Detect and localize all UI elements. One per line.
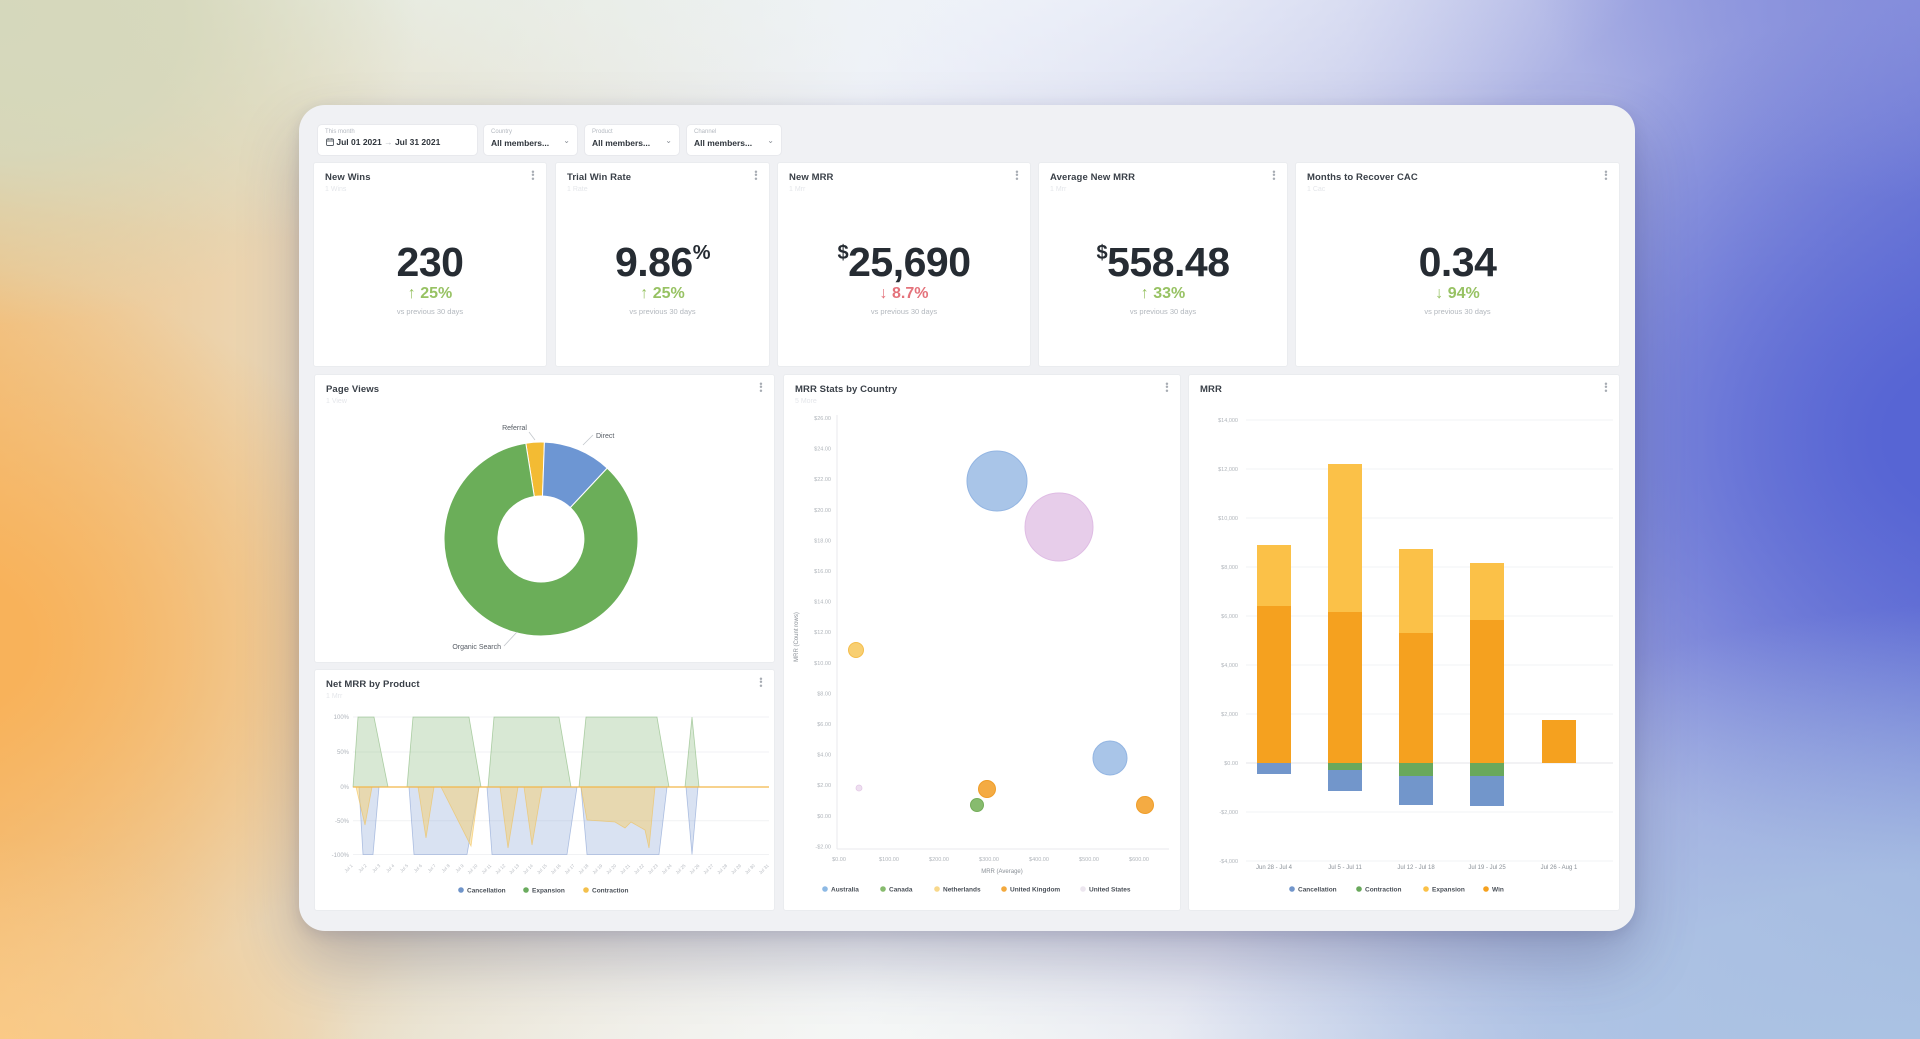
svg-text:$600.00: $600.00 — [1129, 857, 1149, 863]
svg-text:Jul 22: Jul 22 — [633, 863, 645, 875]
svg-text:-50%: -50% — [335, 819, 350, 825]
svg-text:$200.00: $200.00 — [929, 857, 949, 863]
svg-text:Jul 1: Jul 1 — [343, 863, 354, 874]
svg-text:$24.00: $24.00 — [814, 447, 831, 453]
svg-text:Jul 30: Jul 30 — [744, 863, 756, 875]
svg-text:Jul 28: Jul 28 — [716, 863, 728, 875]
svg-text:$0.00: $0.00 — [1224, 761, 1238, 767]
svg-text:$4.00: $4.00 — [817, 753, 831, 759]
svg-text:Jul 19 - Jul 25: Jul 19 - Jul 25 — [1468, 865, 1506, 871]
svg-text:Jul 5 - Jul 11: Jul 5 - Jul 11 — [1328, 865, 1362, 871]
svg-text:$8.00: $8.00 — [817, 691, 831, 697]
svg-text:$6,000: $6,000 — [1221, 614, 1238, 620]
svg-text:United Kingdom: United Kingdom — [1010, 887, 1060, 894]
svg-text:100%: 100% — [334, 715, 350, 721]
svg-text:MRR (Count rows): MRR (Count rows) — [794, 612, 800, 662]
svg-text:Expansion: Expansion — [1432, 887, 1465, 894]
svg-text:-$4,000: -$4,000 — [1219, 859, 1238, 865]
svg-text:$2,000: $2,000 — [1221, 712, 1238, 718]
svg-text:Jul 8: Jul 8 — [441, 863, 452, 874]
svg-text:Jul 15: Jul 15 — [536, 863, 548, 875]
svg-text:$4,000: $4,000 — [1221, 663, 1238, 669]
svg-text:Jul 13: Jul 13 — [508, 863, 520, 875]
svg-text:Jul 27: Jul 27 — [702, 863, 714, 875]
svg-text:Canada: Canada — [889, 887, 913, 894]
svg-text:Jul 14: Jul 14 — [522, 863, 534, 875]
svg-text:Expansion: Expansion — [532, 888, 565, 895]
svg-text:Jun 28 - Jul 4: Jun 28 - Jul 4 — [1256, 865, 1293, 871]
svg-text:Jul 4: Jul 4 — [385, 863, 396, 874]
svg-text:$14.00: $14.00 — [814, 600, 831, 606]
svg-text:Organic Search: Organic Search — [452, 644, 501, 651]
svg-text:Jul 11: Jul 11 — [481, 863, 493, 875]
svg-text:$14,000: $14,000 — [1218, 418, 1238, 424]
svg-text:Jul 20: Jul 20 — [605, 863, 617, 875]
svg-text:Jul 25: Jul 25 — [675, 863, 687, 875]
svg-text:Cancellation: Cancellation — [467, 888, 506, 895]
svg-text:Jul 29: Jul 29 — [730, 863, 742, 875]
svg-text:$100.00: $100.00 — [879, 857, 899, 863]
svg-text:Jul 31: Jul 31 — [758, 863, 770, 875]
svg-text:Cancellation: Cancellation — [1298, 887, 1337, 894]
svg-text:Jul 12 - Jul 18: Jul 12 - Jul 18 — [1397, 865, 1435, 871]
svg-text:Jul 23: Jul 23 — [647, 863, 659, 875]
svg-text:50%: 50% — [337, 750, 350, 756]
svg-text:Direct: Direct — [596, 433, 614, 440]
svg-text:Jul 6: Jul 6 — [413, 863, 424, 874]
svg-text:Jul 5: Jul 5 — [399, 863, 410, 874]
svg-text:Jul 2: Jul 2 — [357, 863, 368, 874]
svg-text:$22.00: $22.00 — [814, 477, 831, 483]
svg-text:MRR (Average): MRR (Average) — [981, 869, 1023, 875]
svg-text:$0.00: $0.00 — [817, 814, 831, 820]
svg-text:$26.00: $26.00 — [814, 416, 831, 422]
svg-text:Jul 26 - Aug 1: Jul 26 - Aug 1 — [1541, 865, 1578, 871]
svg-text:Jul 19: Jul 19 — [591, 863, 603, 875]
svg-text:$500.00: $500.00 — [1079, 857, 1099, 863]
svg-text:Jul 18: Jul 18 — [577, 863, 589, 875]
svg-text:Netherlands: Netherlands — [943, 887, 981, 894]
svg-text:Win: Win — [1492, 887, 1504, 894]
svg-text:$8,000: $8,000 — [1221, 565, 1238, 571]
svg-text:Jul 10: Jul 10 — [466, 863, 478, 875]
svg-text:Jul 26: Jul 26 — [688, 863, 700, 875]
svg-text:Jul 12: Jul 12 — [494, 863, 506, 875]
svg-text:$400.00: $400.00 — [1029, 857, 1049, 863]
svg-text:$12,000: $12,000 — [1218, 467, 1238, 473]
svg-text:Contraction: Contraction — [1365, 887, 1402, 894]
svg-text:Jul 16: Jul 16 — [550, 863, 562, 875]
svg-text:-$2.00: -$2.00 — [815, 844, 831, 850]
svg-text:Jul 17: Jul 17 — [564, 863, 576, 875]
svg-text:Referral: Referral — [502, 425, 527, 432]
svg-text:$12.00: $12.00 — [814, 630, 831, 636]
svg-text:$20.00: $20.00 — [814, 508, 831, 514]
svg-text:Jul 21: Jul 21 — [619, 863, 631, 875]
svg-text:$300.00: $300.00 — [979, 857, 999, 863]
svg-text:$10.00: $10.00 — [814, 661, 831, 667]
svg-text:$2.00: $2.00 — [817, 783, 831, 789]
svg-text:$18.00: $18.00 — [814, 538, 831, 544]
svg-text:-100%: -100% — [332, 853, 350, 859]
svg-text:$16.00: $16.00 — [814, 569, 831, 575]
svg-text:-$2,000: -$2,000 — [1219, 810, 1238, 816]
svg-text:Jul 3: Jul 3 — [371, 863, 382, 874]
svg-text:$6.00: $6.00 — [817, 722, 831, 728]
svg-text:$0.00: $0.00 — [832, 857, 846, 863]
svg-text:Jul 9: Jul 9 — [454, 863, 465, 874]
svg-text:0%: 0% — [340, 785, 349, 791]
svg-text:United States: United States — [1089, 887, 1131, 894]
svg-text:Contraction: Contraction — [592, 888, 629, 895]
svg-text:Jul 7: Jul 7 — [427, 863, 438, 874]
svg-text:$10,000: $10,000 — [1218, 516, 1238, 522]
svg-text:Australia: Australia — [831, 887, 859, 894]
svg-text:Jul 24: Jul 24 — [661, 863, 673, 875]
